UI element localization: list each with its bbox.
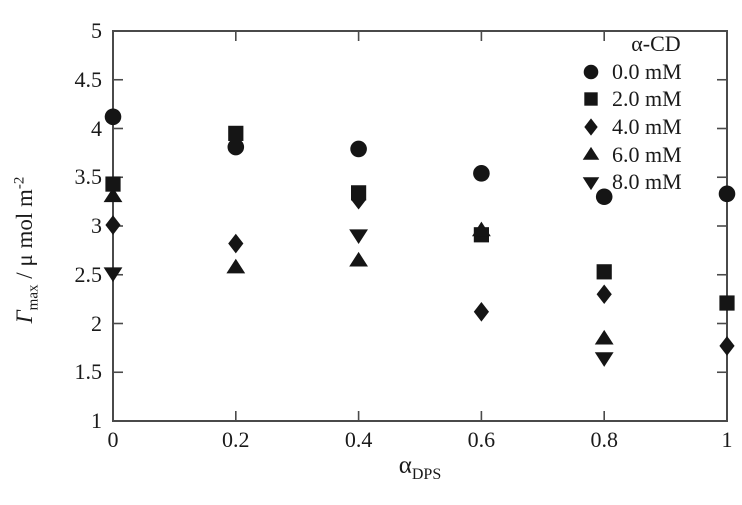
data-point-diamond (719, 336, 735, 356)
y-tick-label: 3 (91, 213, 102, 238)
triangle-up-icon (582, 146, 600, 160)
legend-item-label: 8.0 mM (612, 169, 682, 195)
legend-title: α-CD (631, 31, 681, 56)
axis-ticks (112, 30, 728, 422)
data-point-triangle-up (349, 251, 368, 267)
legend-item-triangle-down: 8.0 mM (578, 168, 720, 196)
legend-items: 0.0 mM 2.0 mM 4.0 mM 6.0 mM 8.0 mM (578, 58, 720, 196)
data-point-triangle-up (103, 187, 123, 203)
data-point-square (719, 295, 735, 311)
legend-item-label: 6.0 mM (612, 141, 682, 167)
data-point-diamond (228, 233, 244, 254)
y-axis-subscript: max (25, 284, 42, 311)
data-point-square (596, 264, 612, 280)
data-point-triangle-up (594, 329, 614, 345)
data-point-triangle-down (594, 352, 614, 367)
circle-icon (583, 64, 599, 80)
data-point-circle (718, 185, 736, 203)
data-point-triangle-down (103, 267, 123, 282)
x-tick-label: 0.8 (590, 427, 618, 452)
y-tick-label: 1.5 (74, 359, 103, 385)
data-point-diamond (473, 302, 489, 322)
x-tick-label: 0.2 (222, 427, 250, 452)
data-point-triangle-up (472, 221, 491, 237)
y-tick-label: 3.5 (74, 164, 103, 190)
x-tick-label: 0.4 (344, 427, 373, 452)
legend-item-label: 4.0 mM (612, 113, 682, 139)
data-point-circle (104, 108, 122, 126)
y-tick-label: 2 (91, 310, 102, 336)
square-icon (584, 92, 598, 107)
y-tick-label: 4 (91, 115, 102, 141)
legend-item-label: 0.0 mM (612, 58, 682, 84)
legend-item-label: 2.0 mM (612, 86, 682, 112)
series-circle (104, 108, 736, 206)
y-axis-unit: / μ mol m (12, 189, 38, 285)
triangle-down-icon (582, 177, 600, 191)
series-diamond (105, 189, 735, 356)
y-tick-label: 2.5 (74, 261, 103, 287)
legend: α-CD 0.0 mM 2.0 mM 4.0 mM 6.0 mM 8.0 mM (578, 30, 720, 196)
x-tick-label: 1 (721, 427, 733, 452)
series-triangle-down (103, 229, 614, 367)
x-axis-symbol: α (398, 452, 412, 479)
y-tick-label: 4.5 (74, 66, 103, 92)
x-axis-title: αDPS (350, 452, 490, 484)
data-point-diamond (351, 189, 367, 210)
data-point-circle (227, 138, 245, 156)
data-point-circle (595, 188, 613, 206)
legend-item-circle: 0.0 mM (578, 58, 720, 86)
diamond-icon (584, 118, 598, 136)
data-point-diamond (105, 215, 121, 235)
series-triangle-up (103, 187, 614, 345)
data-point-triangle-down (349, 229, 368, 244)
data-point-triangle-up (226, 258, 246, 274)
legend-item-square: 2.0 mM (578, 86, 720, 114)
x-tick-label: 0.6 (467, 427, 496, 452)
x-tick-label: 0 (107, 427, 119, 452)
x-axis-subscript: DPS (411, 466, 442, 483)
y-tick-label: 1 (91, 408, 102, 433)
data-point-diamond (596, 284, 612, 305)
y-tick-label: 5 (91, 18, 102, 43)
data-point-square (105, 176, 121, 192)
data-point-square (228, 125, 244, 141)
y-axis-exponent: -2 (11, 176, 28, 190)
data-point-circle (350, 140, 367, 158)
y-axis-symbol: Γ (12, 310, 38, 324)
legend-item-diamond: 4.0 mM (578, 113, 720, 141)
data-point-circle (473, 165, 490, 182)
legend-item-triangle-up: 6.0 mM (578, 141, 720, 169)
